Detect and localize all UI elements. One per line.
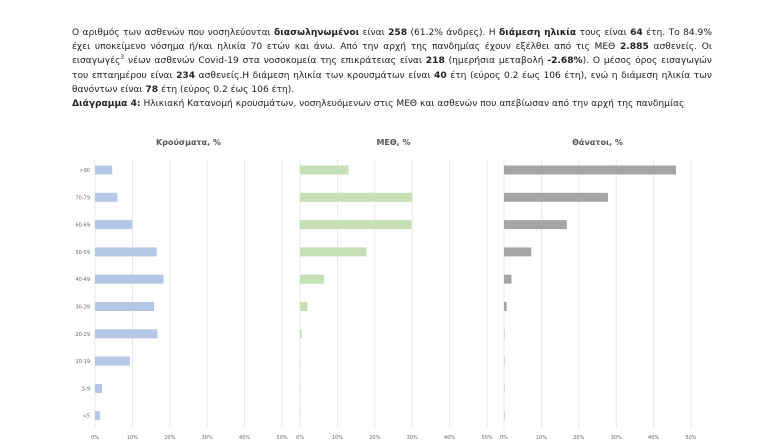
- bold-text: 258: [388, 28, 408, 38]
- x-tick-label: 40%: [239, 435, 250, 441]
- bold-text: διασωληνωμένοι: [274, 28, 360, 38]
- bar-60-69: [300, 220, 412, 230]
- x-tick-label: 20%: [369, 435, 380, 441]
- bar-20-29: [300, 329, 302, 339]
- bar-<5: [95, 411, 100, 421]
- text: έτη (εύρος 0.2 έως 106 έτη), ενώ η διάμε…: [72, 70, 712, 95]
- summary-paragraph: Ο αριθμός των ασθενών που νοσηλεύονται δ…: [72, 26, 712, 97]
- x-tick-label: 20%: [164, 435, 175, 441]
- caption-label: Διάγραμμα 4:: [72, 99, 141, 109]
- bold-text: 218: [425, 56, 445, 67]
- bar-10-19: [95, 356, 130, 366]
- category-label: 60-69: [75, 223, 90, 229]
- text: ). Ο μέσος όρος εισαγωγών του επταημέρου…: [72, 56, 712, 81]
- caption-text: Ηλικιακή Κατανομή κρουσμάτων, νοσηλευόμε…: [140, 99, 685, 109]
- x-tick-label: 30%: [407, 435, 418, 441]
- bold-text: 64: [630, 28, 643, 38]
- category-label: <5: [83, 414, 90, 420]
- category-label: 50-59: [75, 250, 90, 256]
- bar-30-39: [300, 302, 308, 311]
- x-tick-label: 20%: [573, 435, 584, 441]
- x-tick-label: 30%: [611, 435, 622, 441]
- bold-text: 2.885: [620, 42, 649, 53]
- category-label: 5-9: [82, 386, 90, 392]
- bar-40-49: [504, 274, 512, 284]
- x-tick-label: 30%: [202, 435, 213, 441]
- bar-60-69: [504, 220, 567, 230]
- text: (61.2% άνδρες). Η: [407, 28, 500, 38]
- bar-60-69: [95, 220, 133, 230]
- category-label: >90: [79, 168, 90, 174]
- bar-50-59: [95, 247, 157, 257]
- text: νέων ασθενών Covid-19 στα νοσοκομεία της…: [124, 56, 426, 67]
- x-tick-label: 50%: [685, 435, 696, 441]
- x-tick-label: 0%: [500, 435, 508, 441]
- figure-caption: Διάγραμμα 4: Ηλικιακή Κατανομή κρουσμάτω…: [72, 97, 684, 111]
- x-tick-label: 40%: [444, 435, 455, 441]
- footnote-ref: 3: [120, 54, 125, 62]
- bar-20-29: [95, 329, 158, 339]
- x-tick-label: 0%: [296, 435, 304, 441]
- bar->90: [300, 165, 349, 175]
- text: έτη (εύρος 0.2 έως 106 έτη).: [158, 84, 295, 95]
- bold-text: 40: [434, 70, 447, 81]
- chart-title: Θάνατοι, %: [572, 138, 623, 147]
- category-label: 40-49: [75, 277, 90, 283]
- text: τους είναι: [576, 28, 631, 38]
- text: έτη. Το 84.9% έχει υποκείμενο νόσημα ή/κ…: [72, 28, 712, 53]
- text: ασθενείς.Η διάμεση ηλικία των κρουσμάτων…: [195, 70, 435, 81]
- text: Ο αριθμός των ασθενών που νοσηλεύονται: [72, 28, 275, 38]
- x-tick-label: 40%: [648, 435, 659, 441]
- category-label: 10-19: [75, 359, 90, 365]
- x-tick-label: 50%: [276, 435, 287, 441]
- bar-70-79: [504, 192, 608, 202]
- bar-30-39: [95, 302, 155, 311]
- text: ασθενείς. Οι εισαγωγές: [72, 42, 712, 67]
- x-tick-label: 10%: [536, 435, 547, 441]
- text: (ημερήσια μεταβολή: [444, 56, 548, 67]
- text: είναι: [359, 28, 389, 38]
- bar-50-59: [504, 247, 532, 257]
- bold-text: 78: [145, 84, 159, 95]
- chart-title: ΜΕΘ, %: [376, 138, 410, 147]
- bar-50-59: [300, 247, 367, 257]
- bar-30-39: [504, 302, 507, 311]
- x-tick-label: 10%: [332, 435, 343, 441]
- bar->90: [95, 165, 113, 175]
- bar-70-79: [300, 192, 413, 202]
- bold-text: 234: [176, 70, 196, 81]
- bar-40-49: [300, 274, 324, 284]
- bar-5-9: [95, 383, 103, 393]
- chart-title: Κρούσματα, %: [156, 138, 221, 147]
- x-tick-label: 0%: [91, 435, 99, 441]
- bar->90: [504, 165, 677, 175]
- bold-text: -2.68%: [547, 56, 583, 67]
- category-label: 20-29: [75, 332, 90, 338]
- x-tick-label: 50%: [481, 435, 492, 441]
- x-tick-label: 10%: [127, 435, 138, 441]
- bar-40-49: [95, 274, 164, 284]
- bold-text: διάμεση ηλικία: [499, 28, 577, 38]
- category-label: 70-79: [75, 195, 90, 201]
- category-label: 30-39: [75, 305, 90, 311]
- bar-70-79: [95, 192, 118, 202]
